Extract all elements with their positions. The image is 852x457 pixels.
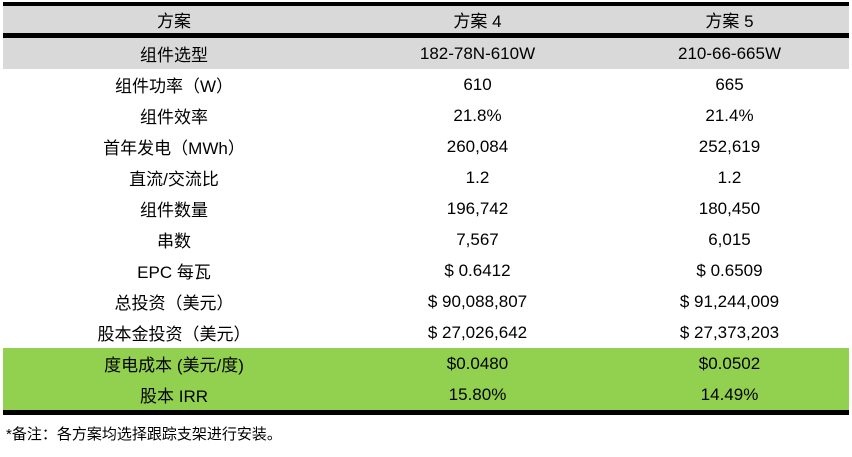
row-label: 首年发电（MWh） — [3, 131, 345, 162]
table-row-equity-investment: 股本金投资（美元） $ 27,026,642 $ 27,373,203 — [3, 317, 849, 348]
table-row-first-year-generation: 首年发电（MWh） 260,084 252,619 — [3, 131, 849, 162]
header-plan-label: 方案 — [3, 4, 345, 38]
header-row: 方案 方案 4 方案 5 — [3, 4, 849, 38]
table-row-lcoe: 度电成本 (美元/度) $0.0480 $0.0502 — [3, 348, 849, 379]
row-label: EPC 每瓦 — [3, 255, 345, 286]
plan-comparison-table: 方案 方案 4 方案 5 组件选型 182-78N-610W 210-66-66… — [3, 2, 849, 415]
header-plan4: 方案 4 — [345, 4, 610, 38]
footnote: *备注：各方案均选择跟踪支架进行安装。 — [6, 426, 282, 443]
plan5-cell: 210-66-665W — [610, 35, 849, 69]
plan4-cell: 196,742 — [345, 193, 610, 224]
row-label: 度电成本 (美元/度) — [3, 348, 345, 379]
plan4-cell: 182-78N-610W — [345, 35, 610, 69]
table-row-epc-per-watt: EPC 每瓦 $ 0.6412 $ 0.6509 — [3, 255, 849, 286]
table-row-total-investment: 总投资（美元） $ 90,088,807 $ 91,244,009 — [3, 286, 849, 317]
plan5-cell: $ 27,373,203 — [610, 317, 849, 348]
plan4-cell: 260,084 — [345, 131, 610, 162]
row-label: 直流/交流比 — [3, 162, 345, 193]
row-label: 组件效率 — [3, 100, 345, 131]
row-label: 组件功率（W） — [3, 69, 345, 100]
table-row-module-power: 组件功率（W） 610 665 — [3, 69, 849, 100]
plan4-cell: $ 27,026,642 — [345, 317, 610, 348]
row-label: 总投资（美元） — [3, 286, 345, 317]
plan5-cell: 252,619 — [610, 131, 849, 162]
plan5-cell: 6,015 — [610, 224, 849, 255]
plan5-cell: $0.0502 — [610, 348, 849, 379]
table-row-module-count: 组件数量 196,742 180,450 — [3, 193, 849, 224]
table-row-dc-ac-ratio: 直流/交流比 1.2 1.2 — [3, 162, 849, 193]
plan4-cell: $ 0.6412 — [345, 255, 610, 286]
row-label: 串数 — [3, 224, 345, 255]
plan5-cell: 180,450 — [610, 193, 849, 224]
plan4-cell: $ 90,088,807 — [345, 286, 610, 317]
plan4-cell: 1.2 — [345, 162, 610, 193]
table-row-module-efficiency: 组件效率 21.8% 21.4% — [3, 100, 849, 131]
row-label: 组件数量 — [3, 193, 345, 224]
plan5-cell: $ 0.6509 — [610, 255, 849, 286]
plan5-cell: $ 91,244,009 — [610, 286, 849, 317]
table-row-equity-irr: 股本 IRR 15.80% 14.49% — [3, 379, 849, 415]
row-label: 组件选型 — [3, 35, 345, 69]
plan5-cell: 21.4% — [610, 100, 849, 131]
plan4-cell: 7,567 — [345, 224, 610, 255]
comparison-sheet: 方案 方案 4 方案 5 组件选型 182-78N-610W 210-66-66… — [3, 2, 849, 443]
row-label: 股本金投资（美元） — [3, 317, 345, 348]
plan5-cell: 1.2 — [610, 162, 849, 193]
plan5-cell: 665 — [610, 69, 849, 100]
row-label: 股本 IRR — [3, 379, 345, 415]
plan4-cell: 15.80% — [345, 379, 610, 415]
plan4-cell: $0.0480 — [345, 348, 610, 379]
table-row-string-count: 串数 7,567 6,015 — [3, 224, 849, 255]
plan4-cell: 610 — [345, 69, 610, 100]
plan5-cell: 14.49% — [610, 379, 849, 415]
plan4-cell: 21.8% — [345, 100, 610, 131]
table-row-module-type: 组件选型 182-78N-610W 210-66-665W — [3, 35, 849, 69]
header-plan5: 方案 5 — [610, 4, 849, 38]
